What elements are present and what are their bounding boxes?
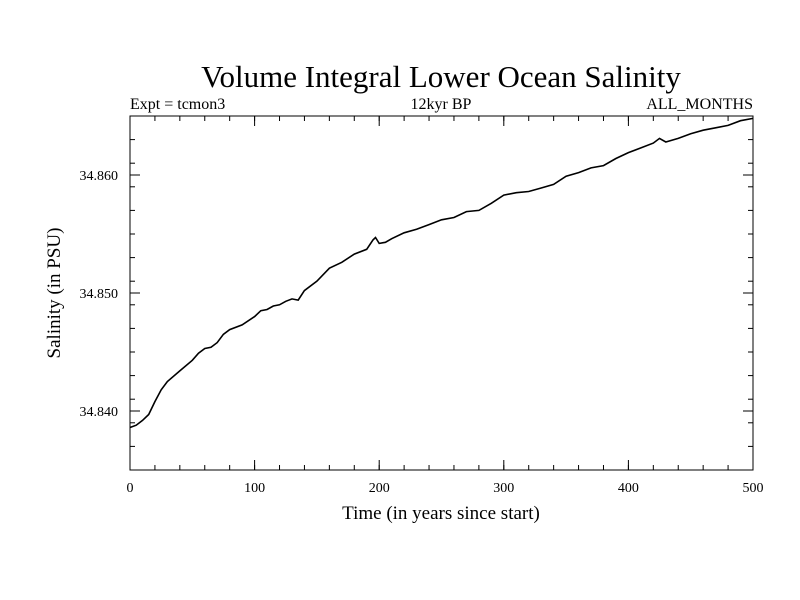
x-axis-label: Time (in years since start): [342, 503, 540, 524]
plot-frame: [129, 115, 754, 471]
minor-ticks: [129, 115, 754, 471]
series-line-salinity: [129, 117, 754, 429]
chart-title: Volume Integral Lower Ocean Salinity: [201, 59, 681, 94]
x-tick-label: 200: [369, 481, 390, 496]
x-tick-label: 100: [244, 481, 265, 496]
y-tick-label: 34.850: [80, 287, 119, 302]
y-axis-label: Salinity (in PSU): [44, 228, 65, 359]
experiment-label: Expt = tcmon3: [130, 96, 225, 113]
x-tick-label: 0: [127, 481, 134, 496]
y-tick-label: 34.840: [80, 405, 119, 420]
x-tick-label: 400: [618, 481, 639, 496]
x-axis: 0 100 200 300 400 500: [127, 116, 764, 496]
x-tick-label: 500: [743, 481, 764, 496]
period-label: 12kyr BP: [411, 96, 472, 113]
x-tick-label: 300: [493, 481, 514, 496]
y-axis: 34.840 34.850 34.860: [80, 169, 753, 420]
y-tick-label: 34.860: [80, 169, 119, 184]
months-label: ALL_MONTHS: [646, 96, 753, 113]
